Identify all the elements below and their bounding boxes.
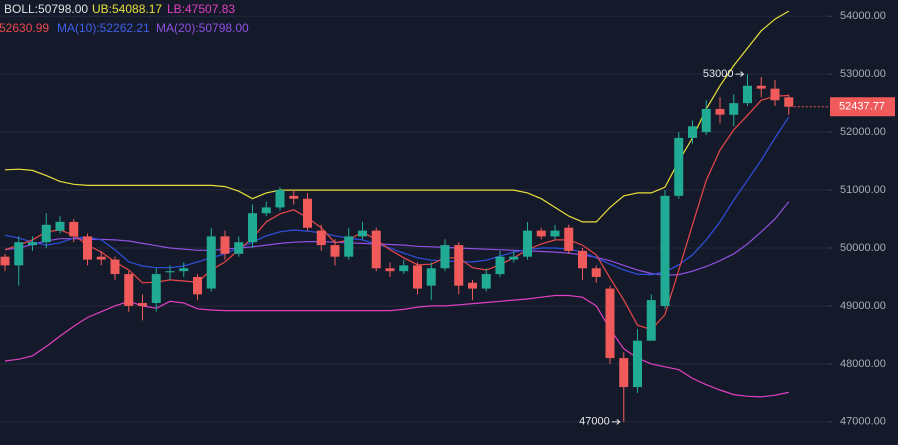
indicator-line: [4, 294, 789, 398]
indicator-line: [4, 10, 790, 223]
candle-body: [220, 236, 230, 254]
candle-body: [110, 259, 120, 275]
last-price-tag: [830, 97, 895, 117]
candle-body: [619, 358, 629, 388]
candle-body: [28, 242, 37, 246]
candle-body: [193, 276, 202, 295]
candle-body: [385, 268, 395, 272]
candle-body: [179, 268, 189, 272]
candle-body: [715, 108, 725, 115]
y-tick-label: 54000.00: [840, 10, 886, 22]
candle-body: [55, 221, 65, 231]
candle-body: [591, 268, 601, 277]
candle-body: [743, 85, 752, 104]
candle-body: [481, 274, 491, 289]
y-tick-label: 49000.00: [840, 300, 886, 312]
y-tick-label: 48000.00: [840, 358, 886, 370]
last-price-label: 52437.77: [839, 101, 885, 113]
candle-body: [440, 245, 450, 269]
candle-body: [69, 221, 79, 237]
candle-body: [605, 288, 615, 359]
candle-body: [633, 340, 642, 388]
candle-body: [536, 230, 546, 237]
candle-body: [550, 230, 560, 237]
candle-body: [261, 207, 271, 214]
candle-body: [454, 245, 464, 286]
y-tick-label: 47000.00: [840, 416, 886, 428]
candle-body: [41, 224, 51, 243]
candle-body: [729, 103, 739, 115]
candle-body: [495, 256, 505, 275]
candle-body: [660, 195, 670, 306]
candle-body: [151, 274, 161, 304]
candle-body: [426, 268, 436, 286]
indicator-line: [4, 116, 790, 276]
candle-body: [234, 242, 244, 254]
candle-body: [399, 265, 409, 272]
candle-body: [316, 230, 326, 246]
candle-body: [330, 245, 340, 257]
candle-body: [344, 236, 354, 257]
candle-body: [14, 242, 24, 266]
candle-body: [688, 126, 697, 138]
ma20-label: MA(20):50798.00: [156, 21, 249, 35]
lb-label: LB:47507.83: [167, 2, 235, 16]
candle-body: [770, 88, 780, 101]
candle-body: [701, 108, 711, 133]
candle-body: [275, 190, 285, 208]
candle-body: [0, 256, 10, 266]
candle-body: [756, 85, 766, 89]
candle-body: [96, 256, 106, 260]
candle-body: [165, 271, 175, 273]
min-arrow: [611, 418, 621, 425]
ma5-label: 52630.99: [0, 21, 49, 35]
y-tick-label: 50000.00: [840, 242, 886, 254]
candle-body: [248, 213, 257, 243]
indicator-lines: [4, 10, 790, 398]
candle-body: [509, 256, 519, 260]
y-tick-label: 51000.00: [840, 184, 886, 196]
indicator-line: [4, 94, 789, 331]
candle-body: [289, 195, 299, 199]
price-axis: 47000.00 48000.00 49000.00 50000.00 51000.00…: [793, 10, 895, 428]
candle-body: [646, 300, 656, 341]
candle-body: [371, 230, 381, 269]
ub-label: UB:54088.17: [92, 2, 162, 16]
min-annotation: 47000: [579, 416, 610, 428]
candle-body: [578, 250, 587, 269]
candle-body: [523, 230, 532, 257]
candle-body: [674, 137, 684, 196]
y-tick-label: 52000.00: [840, 126, 886, 138]
indicator-line: [4, 201, 790, 276]
max-annotation: 53000: [703, 68, 734, 80]
candle-body: [303, 198, 312, 228]
candle-body: [138, 303, 147, 306]
max-arrow: [735, 71, 745, 78]
candle-body: [784, 97, 794, 107]
candle-body: [124, 274, 134, 306]
candle-body: [468, 282, 477, 289]
boll-label: BOLL:50798.00: [4, 2, 88, 16]
candle-body: [83, 236, 92, 260]
candle-body: [358, 230, 367, 237]
candle-body: [206, 236, 216, 289]
candle-body: [413, 265, 422, 289]
ma10-label: MA(10):52262.21: [57, 21, 150, 35]
candle-body: [564, 227, 574, 251]
candles: [0, 74, 794, 422]
y-tick-label: 53000.00: [840, 68, 886, 80]
